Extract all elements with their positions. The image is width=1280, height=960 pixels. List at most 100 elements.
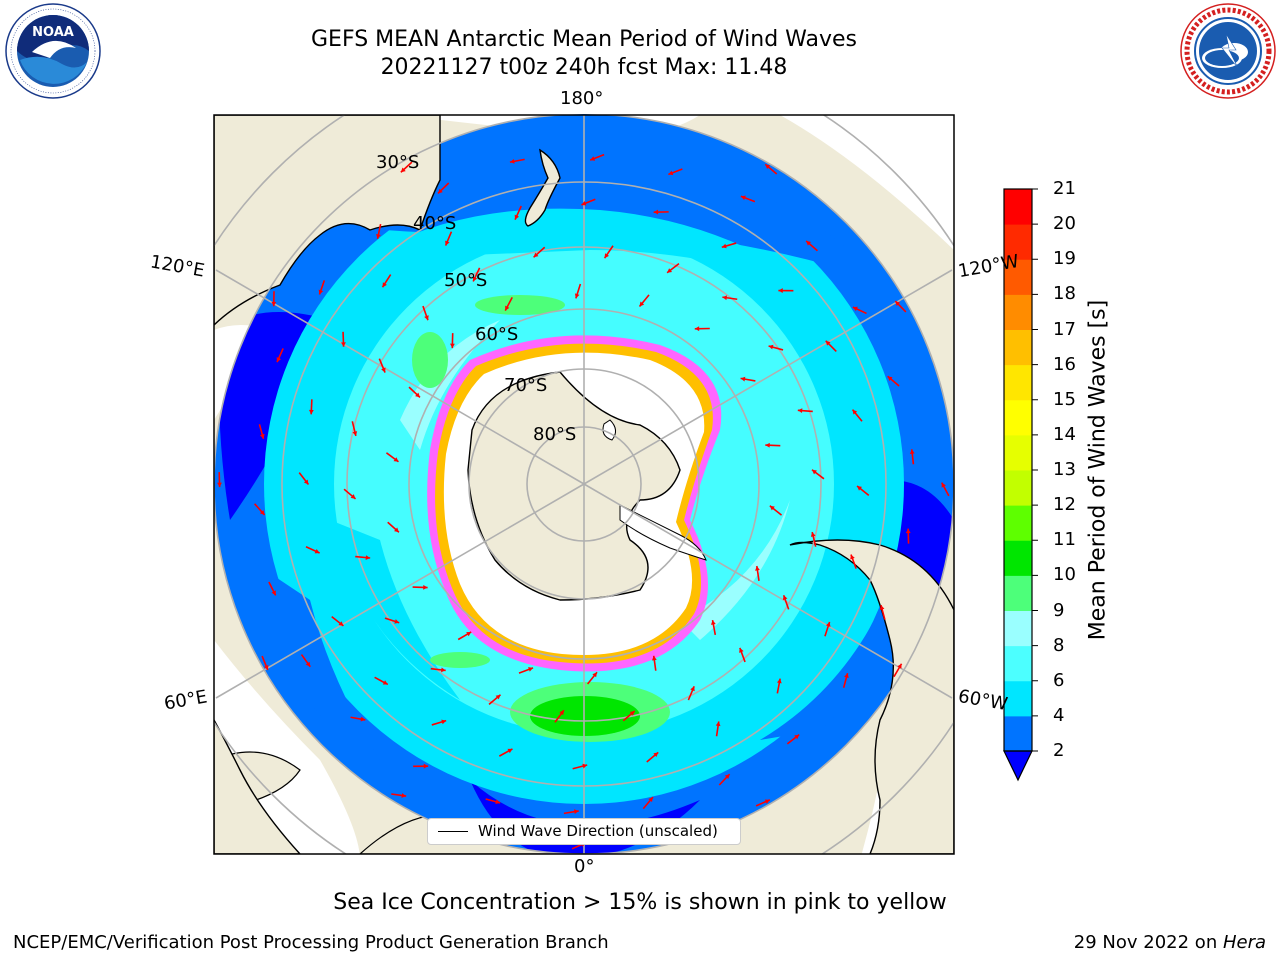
wind-arrow-head: [740, 376, 746, 382]
colorbar-tick-label: 9: [1053, 599, 1065, 621]
wind-arrow-head: [755, 566, 760, 571]
sea-ice-note-text: Sea Ice Concentration > 15% is shown in …: [333, 890, 947, 915]
wind-arrow-head: [495, 694, 501, 700]
wind-arrow-head: [450, 343, 455, 349]
wind-arrow-head: [909, 449, 915, 454]
colorbar-tick-label: 18: [1053, 283, 1076, 305]
wind-arrow-head: [768, 344, 774, 350]
colorbar-tick-label: 8: [1053, 634, 1065, 656]
wind-arrow-head: [394, 619, 400, 624]
wind-arrow-head: [445, 240, 450, 246]
colorbar-tick-label: 20: [1053, 213, 1076, 235]
wind-arrow-head: [782, 595, 788, 601]
wind-arrow-head: [653, 209, 659, 215]
colorbar-tick-label: 19: [1053, 248, 1076, 270]
wind-arrow-head: [466, 631, 472, 637]
wind-arrow-head: [582, 763, 588, 769]
wind-arrow-head: [341, 342, 346, 347]
wind-arrow-head: [308, 409, 314, 415]
colorbar-segment: [1004, 610, 1032, 647]
colorbar-tick-label: 15: [1053, 388, 1076, 410]
sea-ice-note: Sea Ice Concentration > 15% is shown in …: [0, 890, 1280, 915]
wind-arrow-head: [769, 505, 775, 511]
wind-arrow-head: [879, 605, 885, 610]
wind-arrow-head: [690, 686, 695, 692]
lon-label-180: 180°: [560, 88, 604, 109]
colorbar-segment: [1004, 645, 1032, 682]
wind-arrow-head: [852, 306, 858, 312]
wind-arrow-head: [711, 620, 716, 625]
lat-label-80s: 80°S: [533, 424, 577, 445]
wind-arrow-head: [318, 289, 324, 295]
colorbar-tick-label: 12: [1053, 494, 1076, 516]
wind-arrow-head: [382, 282, 387, 288]
colorbar-segment: [1004, 399, 1032, 436]
graticule: [214, 115, 954, 854]
colorbar-tick-label: 4: [1053, 704, 1065, 726]
wind-arrow-head: [739, 647, 744, 653]
wind-arrow-head: [905, 528, 911, 534]
wind-arrow-head: [259, 510, 265, 515]
map-frame: [213, 114, 955, 855]
legend-line-icon: [438, 831, 468, 832]
wind-arrow-head: [259, 433, 265, 439]
colorbar-segment: [1004, 364, 1032, 401]
lat-label-30s: 30°S: [376, 152, 420, 173]
wind-arrow-head: [776, 678, 782, 684]
colorbar-segment: [1004, 505, 1032, 541]
wind-arrow-head: [495, 799, 501, 805]
nws-logo-icon: [1180, 3, 1276, 99]
wind-arrow-head: [574, 293, 580, 299]
wind-arrow-head: [305, 661, 311, 667]
colorbar-segment: [1004, 540, 1032, 576]
wind-arrow-head: [740, 195, 746, 201]
wind-arrow-head: [941, 482, 946, 488]
wind-arrow-head: [314, 548, 320, 554]
wind-arrow-head: [653, 752, 659, 758]
footer-date-text: 29 Nov 2022 on: [1073, 932, 1223, 953]
wind-arrow-head: [850, 554, 855, 560]
wind-arrow-head: [806, 240, 812, 246]
wind-arrow-head: [811, 469, 817, 475]
wind-arrow-head: [765, 164, 771, 169]
wind-arrow-head: [271, 301, 277, 307]
colorbar-segment: [1004, 434, 1032, 471]
wind-arrow-head: [797, 408, 803, 414]
wind-arrow-head: [401, 793, 407, 798]
wind-arrow-head: [765, 442, 770, 448]
wind-arrow-head: [271, 590, 276, 596]
chart-subtitle: 20221127 t00z 240h fcst Max: 11.48: [380, 55, 788, 80]
lat-label-40s: 40°S: [413, 213, 457, 234]
colorbar-segment: [1004, 259, 1032, 295]
australia-landmass: [214, 115, 441, 326]
wind-arrow-head: [573, 809, 579, 815]
legend-label: Wind Wave Direction (unscaled): [478, 822, 718, 840]
wind-arrow-head: [897, 663, 902, 669]
colorbar-tick-label: 14: [1053, 423, 1076, 445]
wind-arrow-head: [393, 457, 399, 462]
wind-arrow-head: [352, 431, 358, 436]
chart-title: GEFS MEAN Antarctic Mean Period of Wind …: [311, 27, 857, 52]
colorbar-tick-label: 16: [1053, 353, 1076, 375]
wind-arrow-head: [724, 774, 730, 779]
noaa-logo-icon: NOAA: [5, 3, 101, 99]
wind-arrow-head: [533, 252, 539, 258]
wind-arrow-head: [415, 392, 420, 398]
wind-arrow-head: [857, 485, 862, 491]
wind-arrow-head: [852, 409, 858, 415]
wind-arrow-head: [360, 716, 366, 722]
wind-arrow-head: [217, 482, 222, 488]
wind-arrows: [217, 153, 950, 850]
wind-arrow-head: [528, 667, 534, 672]
wind-arrow-head: [441, 719, 447, 725]
wind-arrow-head: [350, 494, 356, 499]
wind-arrow-head: [590, 156, 596, 161]
colorbar-segment: [1004, 470, 1032, 506]
colorbar-segment: [1004, 224, 1032, 260]
colorbar-tick-label: 11: [1053, 529, 1076, 551]
wind-arrow-head: [778, 288, 783, 293]
wind-arrow-head: [581, 201, 587, 206]
wind-arrow-head: [365, 555, 371, 560]
colorbar-segment: [1004, 189, 1032, 225]
